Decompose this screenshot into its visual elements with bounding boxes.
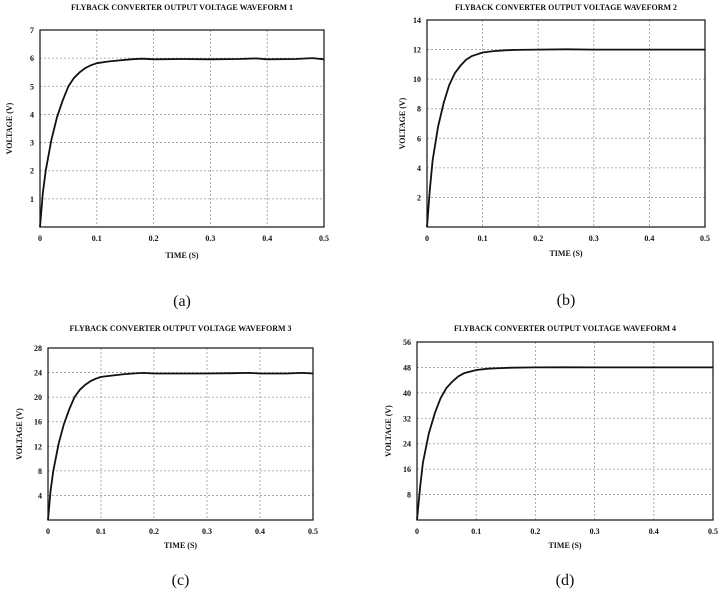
x-tick-label: 0.2: [533, 234, 543, 243]
x-tick-label: 0.4: [255, 527, 265, 536]
chart-title: FLYBACK CONVERTER OUTPUT VOLTAGE WAVEFOR…: [455, 3, 677, 12]
chart-title: FLYBACK CONVERTER OUTPUT VOLTAGE WAVEFOR…: [69, 324, 291, 333]
y-tick-label: 28: [34, 344, 42, 353]
x-axis-label: TIME (S): [548, 541, 581, 550]
voltage-curve: [426, 48, 705, 228]
y-tick-label: 8: [407, 491, 411, 500]
x-tick-label: 0.3: [205, 234, 215, 243]
x-tick-label: 0.2: [149, 527, 159, 536]
y-tick-label: 4: [30, 110, 34, 119]
x-axis-label: TIME (S): [165, 251, 198, 260]
x-tick-label: 0.1: [92, 234, 102, 243]
y-tick-label: 10: [413, 75, 421, 84]
x-tick-label: 0: [38, 234, 42, 243]
y-axis-label: VOLTAGE (V): [15, 408, 24, 460]
y-tick-label: 24: [403, 440, 411, 449]
y-tick-label: 3: [30, 139, 34, 148]
chart-panel-1: FLYBACK CONVERTER OUTPUT VOLTAGE WAVEFOR…: [5, 3, 329, 310]
y-tick-label: 7: [30, 26, 34, 35]
y-tick-label: 6: [417, 134, 421, 143]
x-tick-label: 0: [415, 527, 419, 536]
y-tick-label: 2: [417, 193, 421, 202]
chart-title: FLYBACK CONVERTER OUTPUT VOLTAGE WAVEFOR…: [454, 324, 676, 333]
y-tick-label: 48: [403, 363, 411, 372]
plot-frame: [426, 19, 706, 228]
chart-panel-4: FLYBACK CONVERTER OUTPUT VOLTAGE WAVEFOR…: [384, 324, 718, 589]
y-axis-label: VOLTAGE (V): [5, 102, 14, 154]
y-tick-label: 1: [30, 195, 34, 204]
x-tick-label: 0.1: [96, 527, 106, 536]
x-tick-label: 0.3: [589, 234, 599, 243]
y-tick-label: 2: [30, 167, 34, 176]
x-tick-label: 0.4: [649, 527, 659, 536]
x-tick-label: 0.3: [202, 527, 212, 536]
y-tick-label: 16: [403, 465, 411, 474]
y-tick-label: 4: [38, 491, 42, 500]
x-tick-label: 0.4: [644, 234, 654, 243]
y-tick-label: 20: [34, 393, 42, 402]
panel-caption: (d): [556, 572, 575, 589]
x-tick-label: 0.4: [262, 234, 272, 243]
plot-frame: [39, 29, 325, 228]
y-tick-label: 40: [403, 389, 411, 398]
chart-panel-3: FLYBACK CONVERTER OUTPUT VOLTAGE WAVEFOR…: [15, 324, 318, 589]
x-tick-label: 0.5: [708, 527, 718, 536]
voltage-curve: [39, 57, 325, 228]
y-tick-label: 8: [38, 467, 42, 476]
voltage-curve: [416, 366, 713, 521]
y-tick-label: 32: [403, 414, 411, 423]
x-tick-label: 0.5: [308, 527, 318, 536]
voltage-curve: [47, 371, 314, 521]
y-tick-label: 16: [34, 418, 42, 427]
y-tick-label: 14: [413, 16, 421, 25]
y-tick-label: 5: [30, 82, 34, 91]
x-axis-label: TIME (S): [549, 249, 582, 258]
panel-caption: (c): [172, 572, 190, 589]
x-tick-label: 0.5: [700, 234, 710, 243]
x-axis-label: TIME (S): [164, 541, 197, 550]
plot-frame: [47, 347, 314, 521]
panel-caption: (b): [557, 292, 576, 309]
y-tick-label: 4: [417, 164, 421, 173]
chart-title: FLYBACK CONVERTER OUTPUT VOLTAGE WAVEFOR…: [71, 3, 293, 12]
plot-frame: [416, 341, 714, 521]
x-tick-label: 0.5: [319, 234, 329, 243]
x-tick-label: 0.2: [530, 527, 540, 536]
y-tick-label: 56: [403, 338, 411, 347]
x-tick-label: 0: [425, 234, 429, 243]
x-tick-label: 0.1: [471, 527, 481, 536]
y-tick-label: 12: [413, 46, 421, 55]
y-tick-label: 8: [417, 105, 421, 114]
y-axis-label: VOLTAGE (V): [398, 97, 407, 149]
y-tick-label: 6: [30, 54, 34, 63]
chart-panel-2: FLYBACK CONVERTER OUTPUT VOLTAGE WAVEFOR…: [398, 3, 710, 309]
panel-caption: (a): [173, 293, 191, 310]
x-tick-label: 0.1: [478, 234, 488, 243]
y-tick-label: 24: [34, 369, 42, 378]
x-tick-label: 0.2: [149, 234, 159, 243]
x-tick-label: 0: [46, 527, 50, 536]
x-tick-label: 0.3: [590, 527, 600, 536]
y-axis-label: VOLTAGE (V): [384, 405, 393, 457]
y-tick-label: 12: [34, 442, 42, 451]
